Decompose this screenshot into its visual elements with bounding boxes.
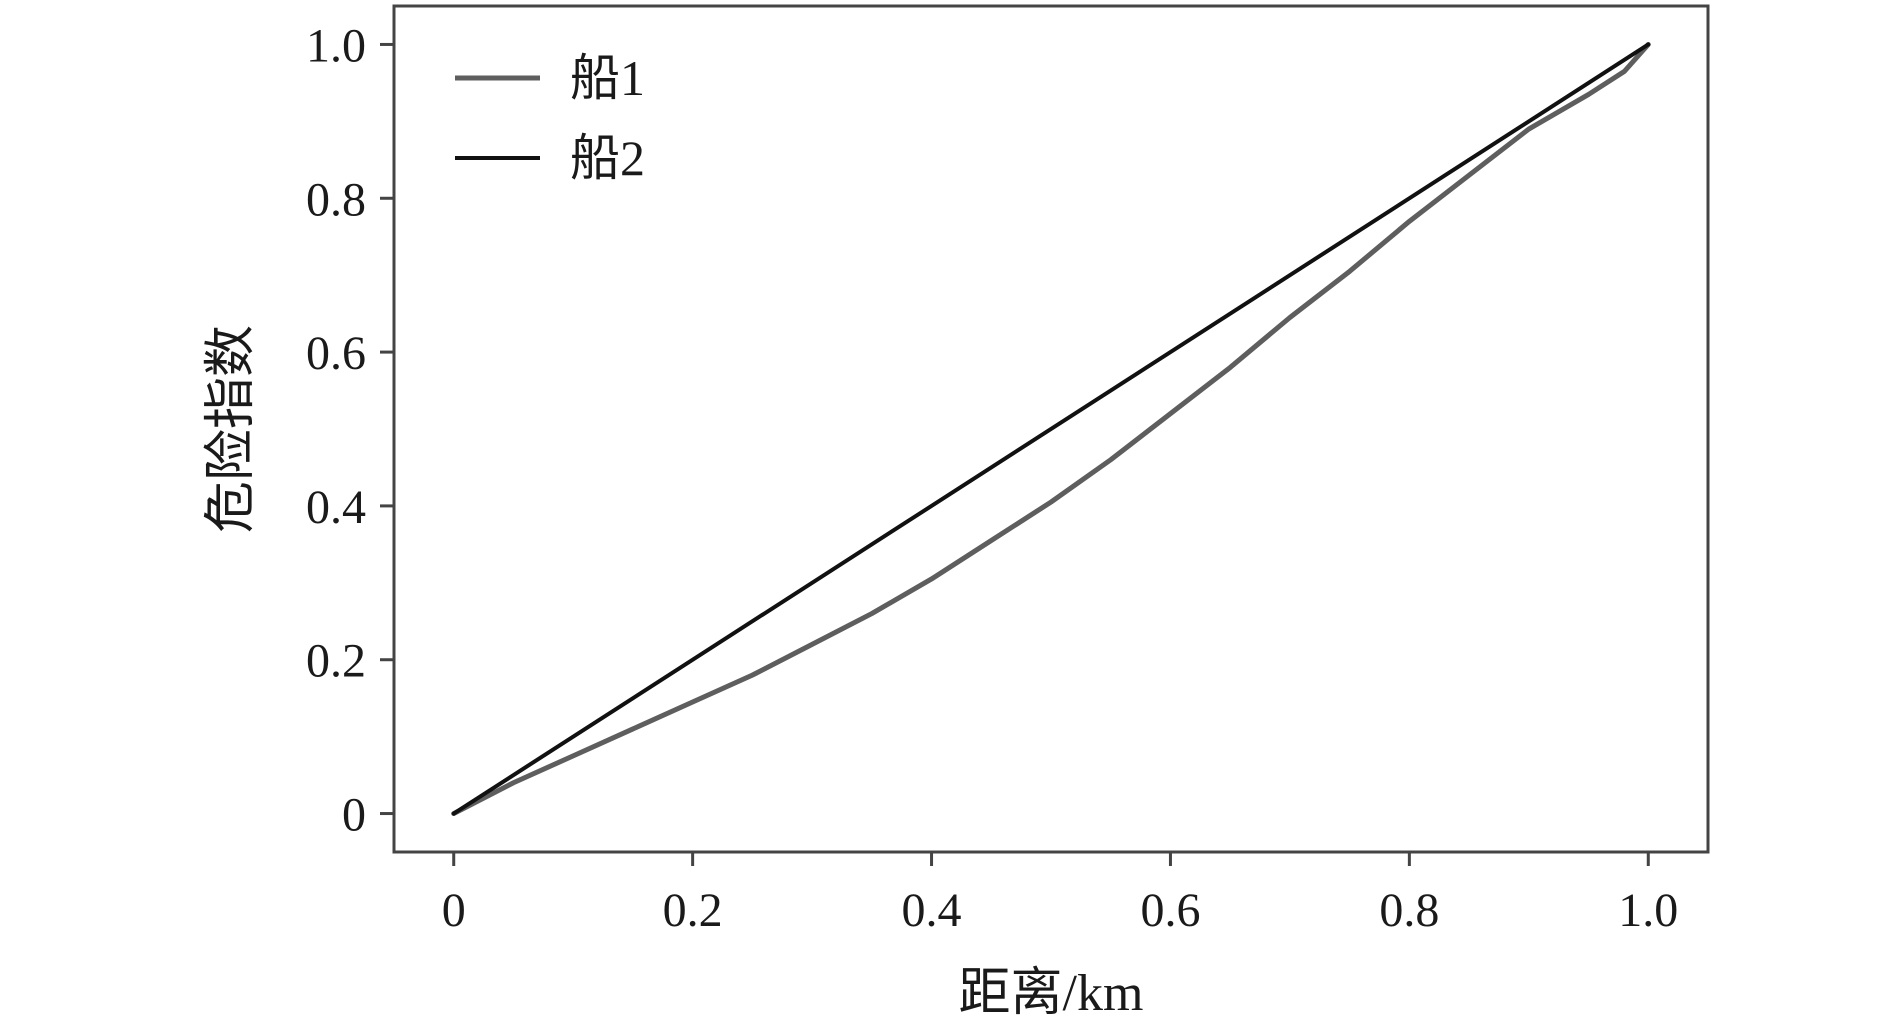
x-axis: 0 0.2 0.4 0.6 0.8 1.0 (442, 852, 1678, 937)
series-layer (451, 41, 1651, 817)
x-tick-label: 1.0 (1618, 884, 1678, 937)
y-tick-label: 0.2 (306, 635, 366, 688)
x-tick-label: 0.4 (902, 884, 962, 937)
legend-label-2: 船2 (570, 130, 645, 186)
y-axis-title: 危险指数 (203, 325, 260, 533)
x-tick-label: 0.8 (1379, 884, 1439, 937)
y-tick-label: 0 (342, 789, 366, 842)
plot-frame (392, 4, 1710, 854)
x-tick-label: 0 (442, 884, 466, 937)
y-tick-label: 0.8 (306, 173, 366, 226)
y-tick-label: 0.4 (306, 481, 366, 534)
y-tick-label: 1.0 (306, 19, 366, 72)
series-line-2 (451, 42, 1651, 816)
x-tick-label: 0.6 (1140, 884, 1200, 937)
series-line-1 (451, 41, 1651, 817)
x-axis-title: 距离/km (959, 965, 1144, 1016)
y-tick-label: 0.6 (306, 327, 366, 380)
y-axis: 0 0.2 0.4 0.6 0.8 1.0 (306, 19, 394, 842)
x-tick-label: 0.2 (663, 884, 723, 937)
legend-label-1: 船1 (570, 50, 645, 106)
